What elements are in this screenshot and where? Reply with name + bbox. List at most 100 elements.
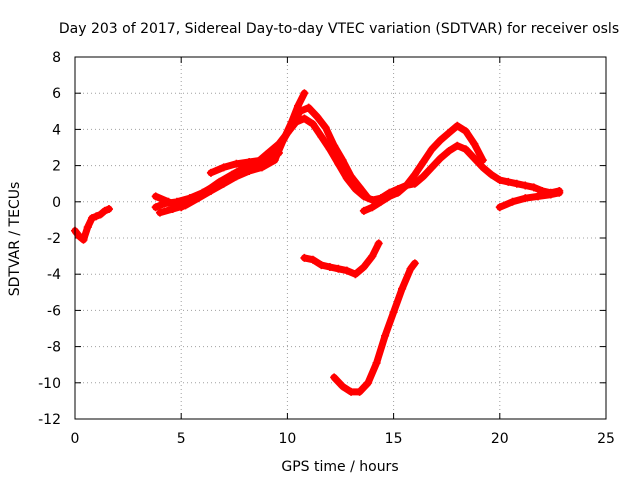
data-point: [393, 188, 402, 197]
series-7: [495, 188, 564, 212]
data-point: [257, 156, 266, 165]
data-point: [245, 167, 254, 176]
data-point: [347, 387, 356, 396]
y-tick-labels: -12 -10 -8 -6 -4 -2 0 2 4 6 8: [38, 50, 61, 428]
y-tick-label: -2: [47, 231, 61, 247]
series-6: [359, 121, 487, 215]
data-point: [385, 192, 394, 201]
y-tick-label: -12: [38, 412, 61, 428]
data-point: [534, 192, 543, 201]
series-trace: [152, 115, 563, 211]
y-tick-label: 6: [52, 86, 61, 102]
x-tick-label: 10: [278, 431, 296, 447]
data-point: [546, 190, 555, 199]
data-point: [461, 127, 470, 136]
data-point: [168, 205, 177, 214]
data-point: [444, 129, 453, 138]
data-point: [83, 223, 92, 232]
y-tick-label: 8: [52, 50, 61, 66]
series-trace: [330, 259, 419, 396]
data-point: [232, 172, 241, 181]
data-point: [219, 163, 228, 172]
data-point: [92, 212, 101, 221]
data-point: [194, 194, 203, 203]
data-point: [487, 170, 496, 179]
data-point: [100, 206, 109, 215]
data-point: [104, 205, 113, 214]
data-point: [419, 172, 428, 181]
axis-ticks: [74, 56, 607, 420]
series-1: [71, 205, 113, 244]
series-8: [300, 239, 383, 279]
data-point: [376, 197, 385, 206]
data-point: [300, 114, 309, 123]
data-point: [529, 183, 538, 192]
data-point: [232, 159, 241, 168]
data-point: [351, 270, 360, 279]
y-tick-label: 4: [52, 122, 61, 138]
data-point: [410, 170, 419, 179]
x-tick-labels: 0 5 10 15 20 25: [71, 431, 615, 447]
data-point: [317, 261, 326, 270]
data-point: [219, 179, 228, 188]
data-point: [406, 264, 415, 273]
data-point: [266, 152, 275, 161]
data-point: [96, 210, 105, 219]
data-point: [338, 156, 347, 165]
y-tick-label: 0: [52, 195, 61, 211]
data-point: [427, 145, 436, 154]
data-point: [151, 203, 160, 212]
data-point: [470, 154, 479, 163]
data-point: [504, 177, 513, 186]
x-tick-label: 0: [71, 431, 80, 447]
data-point: [521, 194, 530, 203]
data-point: [521, 181, 530, 190]
data-point: [79, 235, 88, 244]
data-point: [381, 331, 390, 340]
series-5: [206, 148, 283, 177]
data-point: [330, 141, 339, 150]
data-point: [398, 284, 407, 293]
x-tick-label: 5: [177, 431, 186, 447]
data-point: [300, 253, 309, 262]
data-point: [304, 103, 313, 112]
data-point: [257, 163, 266, 172]
data-point: [508, 197, 517, 206]
y-tick-label: -6: [47, 303, 61, 319]
data-point: [245, 157, 254, 166]
data-point: [410, 179, 419, 188]
data-point: [155, 208, 164, 217]
series-trace: [360, 122, 487, 215]
data-point: [300, 89, 309, 98]
grid-lines: [75, 57, 606, 419]
data-point: [453, 121, 462, 130]
y-tick-label: -8: [47, 340, 61, 356]
y-tick-label: 2: [52, 159, 61, 175]
data-point: [368, 203, 377, 212]
data-point: [359, 206, 368, 215]
data-point: [294, 101, 303, 110]
data-point: [364, 378, 373, 387]
data-point: [410, 259, 419, 268]
data-point: [75, 232, 84, 241]
data-point: [436, 154, 445, 163]
plot-frame: [74, 56, 607, 420]
data-point: [359, 262, 368, 271]
data-point: [287, 118, 296, 127]
data-point: [436, 136, 445, 145]
data-point: [317, 132, 326, 141]
data-point: [151, 192, 160, 201]
series-4: [155, 89, 309, 217]
data-point: [274, 148, 283, 157]
data-point: [427, 163, 436, 172]
x-axis-title: GPS time / hours: [281, 459, 398, 475]
y-tick-label: -4: [47, 267, 61, 283]
data-point: [364, 194, 373, 203]
data-point: [308, 255, 317, 264]
data-point: [87, 214, 96, 223]
data-point: [444, 147, 453, 156]
series-2: [151, 114, 564, 212]
data-point: [453, 141, 462, 150]
data-point: [325, 262, 334, 271]
data-point: [279, 136, 288, 145]
